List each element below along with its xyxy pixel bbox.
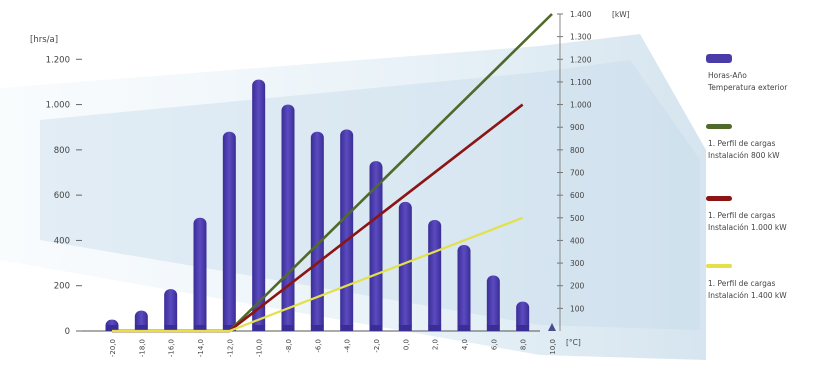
- bar-base: [398, 325, 412, 331]
- bar: [486, 275, 500, 331]
- right-tick-label: 900: [570, 123, 585, 132]
- x-tick-label: 0,0: [402, 339, 410, 350]
- x-tick-label: -20,0: [109, 339, 117, 357]
- chart-svg: 0 200 400 600 800 1.000 1.200 [hrs/a] 100 200 300 4…: [0, 10, 706, 360]
- x-tick-label: -6,0: [314, 339, 322, 353]
- right-axis-title: [kW]: [612, 10, 630, 19]
- bar: [428, 220, 442, 331]
- x-tick-label: 8,0: [520, 339, 528, 350]
- right-tick-label: 400: [570, 236, 585, 245]
- right-tick-label: 100: [570, 304, 585, 313]
- left-tick-label: 1.000: [46, 101, 70, 111]
- bar-base: [164, 325, 178, 331]
- right-tick-label: 800: [570, 146, 585, 155]
- bar-base: [281, 325, 295, 331]
- left-tick-label: 1.200: [46, 55, 70, 65]
- series-line-3: [112, 216, 524, 333]
- bar-base: [486, 325, 500, 331]
- legend-swatch-1000kw: [706, 196, 732, 201]
- left-tick-label: 800: [54, 146, 70, 156]
- bar-base: [134, 325, 148, 331]
- left-axis-title: [hrs/a]: [30, 35, 58, 45]
- bar: [193, 217, 207, 331]
- bar: [369, 161, 383, 331]
- legend-label-800kw-line1: 1. Perfil de cargas: [708, 139, 776, 148]
- bar: [516, 301, 530, 331]
- legend-label-1400kw-line1: 1. Perfil de cargas: [708, 279, 776, 288]
- bar: [164, 289, 178, 331]
- x-tick-label: -2,0: [373, 339, 381, 353]
- bar-base: [457, 325, 471, 331]
- bar: [252, 79, 266, 332]
- left-tick-label: 400: [54, 236, 70, 246]
- bar-base: [516, 325, 530, 331]
- right-tick-label: 1.200: [570, 55, 592, 64]
- bar-base: [222, 325, 236, 331]
- right-tick-label: 1.000: [570, 101, 592, 110]
- bar-base: [105, 325, 119, 331]
- bar-base: [252, 325, 266, 331]
- legend-label-1400kw-line2: Instalación 1.400 kW: [708, 291, 787, 300]
- x-axis-title: [°C]: [566, 338, 581, 347]
- right-tick-label: 1.300: [570, 33, 592, 42]
- bar: [281, 104, 295, 331]
- right-tick-label: 1.400: [570, 10, 592, 19]
- x-tick-label: -14,0: [197, 339, 205, 357]
- x-tick-label: -18,0: [138, 339, 146, 357]
- right-tick-label: 700: [570, 169, 585, 178]
- right-tick-label: 1.100: [570, 78, 592, 87]
- legend-label-hours-line2: Temperatura exterior: [708, 83, 788, 92]
- bar: [340, 129, 354, 331]
- x-tick-label: -16,0: [168, 339, 176, 357]
- x-tick-label: 6,0: [490, 339, 498, 350]
- right-tick-label: 200: [570, 282, 585, 291]
- bar-base: [428, 325, 442, 331]
- bar-base: [310, 325, 324, 331]
- legend-label-800kw-line2: Instalación 800 kW: [708, 151, 780, 160]
- x-tick-label: 10,0: [549, 339, 557, 355]
- legend-label-1000kw-line2: Instalación 1.000 kW: [708, 223, 787, 232]
- right-tick-label: 600: [570, 191, 585, 200]
- right-tick-label: 500: [570, 214, 585, 223]
- x-tick-label: -12,0: [226, 339, 234, 357]
- legend-label-1000kw-line1: 1. Perfil de cargas: [708, 211, 776, 220]
- x-tick-label: -8,0: [285, 339, 293, 353]
- legend-label-hours-line1: Horas-Año: [708, 71, 747, 80]
- bar-base: [369, 325, 383, 331]
- x-tick-label: -4,0: [344, 339, 352, 353]
- x-tick-label: 4,0: [461, 339, 469, 350]
- left-tick-label: 0: [65, 327, 70, 337]
- right-tick-label: 300: [570, 259, 585, 268]
- x-tick-label: 2,0: [432, 339, 440, 350]
- bar: [548, 323, 556, 331]
- bar: [310, 131, 324, 331]
- legend-swatch-1400kw: [706, 264, 732, 268]
- bar: [457, 244, 471, 331]
- bar-base: [193, 325, 207, 331]
- legend-swatch-hours: [706, 54, 732, 63]
- left-tick-label: 200: [54, 282, 70, 292]
- legend-swatch-800kw: [706, 124, 732, 129]
- bar: [398, 201, 412, 331]
- bar: [222, 131, 236, 331]
- bar-base: [340, 325, 354, 331]
- left-tick-label: 600: [54, 191, 70, 201]
- x-tick-label: -10,0: [256, 339, 264, 357]
